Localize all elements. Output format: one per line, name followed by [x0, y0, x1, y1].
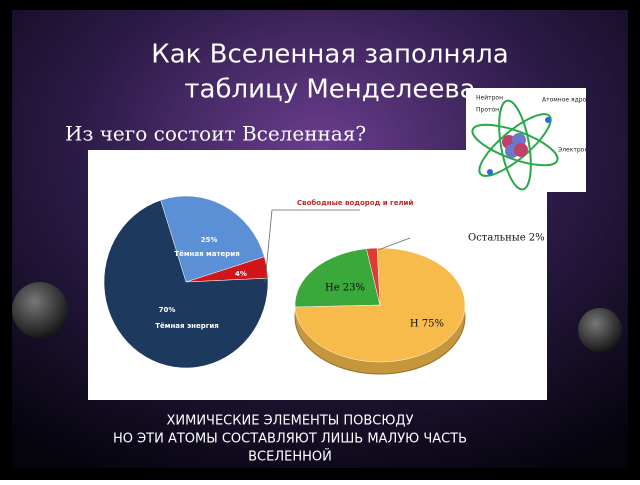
subtitle: Из чего состоит Вселенная?	[65, 122, 366, 146]
atom-image: Нейтрон Протон Атомное ядро Электрон	[466, 88, 588, 192]
atom-label: Электрон	[558, 147, 588, 154]
pie-slice	[160, 195, 265, 283]
caption: НО ЭТИ АТОМЫ СОСТАВЛЯЮТ ЛИШЬ МАЛУЮ ЧАСТЬ	[113, 432, 467, 447]
slice-label: Свободные водород и гелий	[297, 199, 413, 207]
slice-label: Тёмная энергия	[155, 322, 219, 330]
slice-label: Остальные 2%	[468, 233, 545, 244]
planet	[578, 308, 622, 352]
slice-label: 4%	[235, 270, 247, 278]
caption: ВСЕЛЕННОЙ	[248, 449, 332, 465]
planet	[12, 282, 68, 338]
pie-slice	[294, 248, 381, 308]
slice-label: He 23%	[325, 283, 365, 294]
leader-line	[264, 209, 360, 283]
title: Как Вселенная заполняла	[151, 40, 508, 70]
caption: ХИМИЧЕСКИЕ ЭЛЕМЕНТЫ ПОВСЮДУ	[166, 414, 413, 429]
title: таблицу Менделеева	[184, 75, 475, 105]
slice-label: 70%	[159, 306, 176, 314]
slice-label: 25%	[201, 236, 218, 244]
atom-label: Протон	[476, 107, 499, 114]
slice-label: H 75%	[410, 319, 444, 330]
atom-label: Нейтрон	[476, 95, 503, 102]
pie-slice	[366, 247, 381, 306]
atom-label: Атомное ядро	[542, 97, 587, 104]
pie-slice	[103, 199, 269, 369]
leader-line	[377, 237, 411, 251]
slice-label: Тёмная материя	[174, 250, 239, 258]
